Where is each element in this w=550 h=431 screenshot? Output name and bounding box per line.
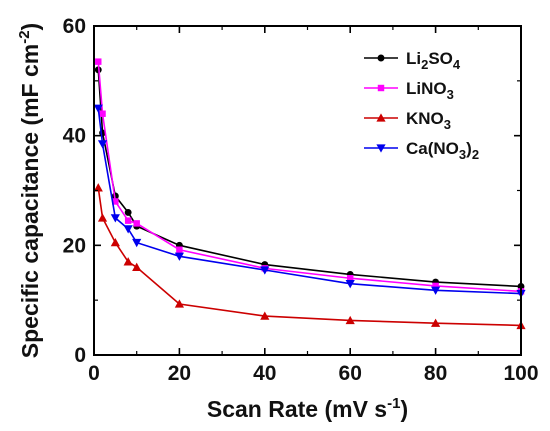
legend-marker-ca-no3-2 (376, 144, 386, 153)
axis-titles: Scan Rate (mV s-1) Specific capacitance (… (16, 23, 408, 422)
data-point-kno3 (260, 311, 270, 320)
axes: 0 20 40 60 80 100 0 20 40 60 (63, 15, 539, 385)
data-point-ca-no3-2 (110, 214, 120, 223)
legend-label-ca-no3-2: Ca(NO3)2 (406, 139, 479, 162)
legend-label-lino3: LiNO3 (406, 79, 454, 102)
x-tick-label: 40 (253, 362, 276, 385)
data-point-ca-no3-2 (345, 280, 355, 289)
data-point-lino3 (112, 198, 119, 205)
data-point-lino3 (176, 246, 183, 253)
data-point-lino3 (133, 220, 140, 227)
data-point-kno3 (431, 318, 441, 327)
x-tick-label: 20 (168, 362, 191, 385)
plot-frame (93, 25, 522, 356)
y-tick-label: 40 (63, 125, 86, 148)
data-point-lino3 (432, 282, 439, 290)
data-point-ca-no3-2 (260, 266, 270, 275)
data-point-kno3 (97, 213, 108, 222)
data-point-li2so4 (124, 208, 132, 216)
legend-marker-kno3 (376, 113, 386, 122)
series-line-li2so4 (97, 69, 522, 288)
data-point-ca-no3-2 (97, 140, 108, 149)
x-tick-label: 60 (339, 362, 362, 385)
data-point-kno3 (93, 183, 103, 192)
series-line-ca-no3-2 (97, 108, 522, 295)
data-point-kno3 (123, 257, 133, 266)
legend-label-li2so4: Li2SO4 (406, 49, 461, 72)
y-tick-label: 60 (63, 15, 86, 38)
data-point-ca-no3-2 (132, 238, 142, 248)
legend: Li2SO4 LiNO3 KNO3 Ca(NO3)2 (364, 49, 479, 162)
legend-marker-li2so4 (377, 54, 385, 62)
data-point-kno3 (174, 299, 184, 308)
data-point-kno3 (132, 262, 142, 271)
y-axis-title: Specific capacitance (mF cm-2) (16, 23, 43, 358)
data-point-kno3 (110, 237, 120, 247)
data-point-ca-no3-2 (123, 225, 133, 234)
legend-label-kno3: KNO3 (406, 109, 451, 132)
series-line-kno3 (97, 187, 522, 327)
x-tick-label: 80 (424, 362, 447, 385)
data-point-lino3 (95, 58, 102, 65)
y-tick-label: 20 (63, 234, 86, 257)
x-tick-label: 0 (88, 362, 100, 385)
x-tick-label: 100 (503, 362, 538, 385)
plot-area (93, 58, 526, 330)
data-point-lino3 (346, 275, 354, 282)
data-point-ca-no3-2 (174, 252, 184, 261)
legend-marker-lino3 (377, 84, 385, 92)
y-tick-label: 0 (74, 344, 86, 367)
data-point-lino3 (124, 217, 132, 224)
data-point-lino3 (99, 110, 106, 117)
data-point-kno3 (345, 315, 355, 325)
data-point-ca-no3-2 (93, 104, 103, 113)
x-axis-title: Scan Rate (mV s-1) (207, 395, 408, 422)
data-point-ca-no3-2 (431, 286, 441, 295)
series-line-lino3 (97, 61, 522, 293)
